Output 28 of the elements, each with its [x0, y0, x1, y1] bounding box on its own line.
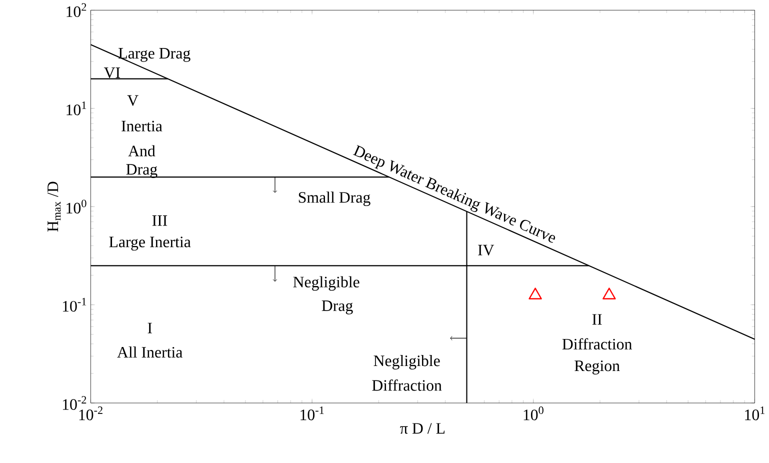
y-axis-title: H$_{max}$ /D [48, 182, 61, 232]
annotation: Diffraction [562, 338, 632, 350]
annotation: I [148, 322, 152, 334]
annotation: All Inertia [117, 346, 182, 358]
y-tick-label: 10$^{2}$ [66, 3, 86, 18]
annotation: And [128, 145, 156, 156]
annotation: Diffraction [372, 380, 442, 391]
annotation: Large Drag [118, 48, 190, 62]
annotation: III [152, 215, 168, 226]
annotation: Negligible [374, 355, 440, 370]
annotation: Inertia [122, 120, 162, 132]
x-axis-title: π D / L [400, 423, 445, 434]
annotation: VI [104, 68, 120, 78]
x-tick-label: 10$^{1}$ [745, 406, 765, 420]
x-tick-label: 10$^{-1}$ [300, 406, 324, 420]
annotation: Drag [126, 164, 158, 178]
x-tick-label: 10$^{0}$ [524, 406, 544, 420]
y-tick-label: 10$^{1}$ [66, 102, 86, 116]
annotation: Small Drag [298, 192, 370, 206]
y-tick-label: 10$^{0}$ [66, 200, 86, 214]
annotation: V [127, 95, 138, 106]
y-tick-label: 10$^{-1}$ [62, 298, 86, 312]
annotation: Drag [322, 300, 353, 314]
annotation: Negligible [293, 276, 360, 291]
annotation: Large Inertia [109, 236, 191, 251]
annotation: IV [478, 244, 494, 256]
annotation: Region [574, 360, 620, 375]
annotation: II [592, 314, 602, 325]
